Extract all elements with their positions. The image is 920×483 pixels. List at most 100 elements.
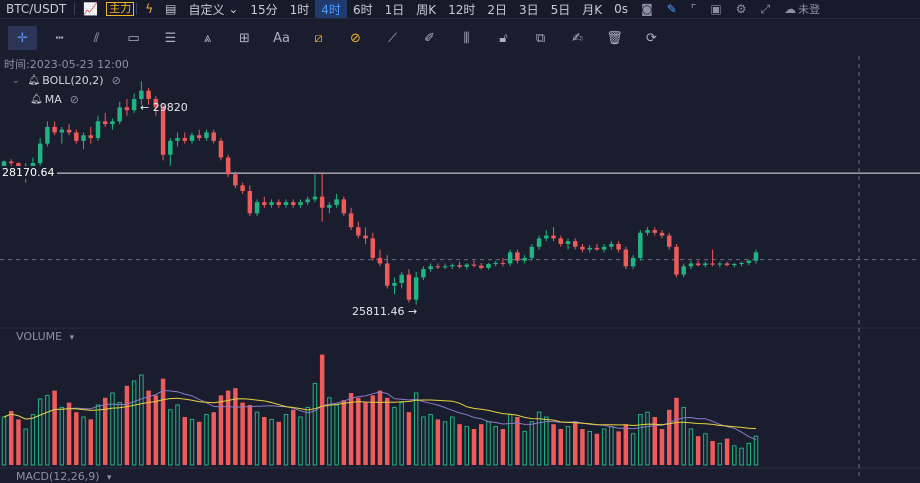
candle-tool-icon[interactable]: ⫼ [463, 30, 470, 46]
candle-body [196, 135, 202, 139]
indicator-boll[interactable]: ⌄ 🔔︎ BOLL(20,2) ⊘ [12, 74, 121, 87]
interval-0s[interactable]: 0s [614, 2, 629, 16]
interval-1h[interactable]: 1时 [289, 2, 310, 17]
horizontal-line-tool-icon[interactable]: ┅ [55, 30, 64, 46]
candle-body [348, 213, 354, 228]
fullscreen-icon[interactable]: ⌜ [690, 2, 697, 16]
volume-bar [666, 409, 672, 465]
calendar-icon[interactable]: ▤ [165, 2, 177, 16]
link-tool-icon[interactable]: ⟳ [646, 30, 657, 46]
interval-12h[interactable]: 12时 [448, 2, 476, 17]
crosshair-tool-icon[interactable]: ✛ [8, 26, 37, 50]
pattern-tool-icon[interactable]: ⩓ [203, 30, 212, 46]
volume-bar [240, 402, 245, 465]
candle-body [131, 99, 137, 111]
parallel-lines-tool-icon[interactable]: ☰ [164, 30, 177, 46]
settings-icon[interactable]: ⚙ [735, 2, 747, 16]
candle-body [139, 90, 144, 100]
chevron-down-icon[interactable]: ⌄ [12, 75, 20, 86]
volume-bar [384, 397, 390, 465]
volume-bar [225, 390, 231, 465]
main-force-badge[interactable]: 主力 [106, 2, 135, 16]
trend-line-tool-icon[interactable]: ⫽ [93, 30, 100, 46]
drawing-toolbar: ✛ ┅ ⫽ ▭ ☰ ⩓ ⊞ Aa ⧄ ⊘ ⟋ ✐ ⫼ 🔓︎ ⧉ ✍ 🗑︎ ⟳ [0, 22, 920, 54]
indicator-ma[interactable]: 🔔︎ MA ⊘ [30, 93, 79, 106]
interval-1w[interactable]: 周K [416, 2, 437, 17]
volume-bar [630, 433, 636, 466]
magnet-tool-icon[interactable]: ⊘ [350, 30, 361, 46]
interval-4h[interactable]: 4时 [315, 0, 347, 18]
volume-bar [81, 416, 86, 466]
custom-interval-dropdown[interactable]: 自定义 ⌄ [188, 2, 239, 17]
eye-off-icon[interactable]: ⊘ [111, 74, 121, 87]
candle-body [515, 252, 520, 261]
macd-title[interactable]: MACD(12,26,9) ▾ [16, 470, 112, 483]
caret-down-icon[interactable]: ▾ [69, 333, 75, 343]
volume-bar [37, 398, 43, 466]
camera-icon[interactable]: ◙ [641, 2, 653, 16]
candle-body [739, 262, 744, 265]
candle-body [630, 257, 636, 267]
candle-body [204, 132, 209, 139]
volume-bar [558, 429, 564, 465]
volume-bar [471, 429, 477, 465]
measure-tool-icon[interactable]: ⊞ [239, 30, 250, 46]
interval-15m[interactable]: 15分 [250, 2, 278, 17]
cloud-icon[interactable]: ☁ 未登 [784, 2, 821, 16]
candle-body [341, 199, 347, 214]
text-tool-icon[interactable]: Aa [273, 30, 290, 46]
rectangle-tool-icon[interactable]: ▭ [127, 30, 140, 46]
candle-body [392, 282, 397, 286]
candle-body [74, 132, 79, 141]
interval-2d[interactable]: 2日 [487, 2, 508, 17]
login-status[interactable]: 未登 [798, 3, 821, 16]
volume-bar [457, 424, 462, 465]
indicator-label: MA [44, 93, 62, 106]
volume-bar [551, 424, 556, 465]
pair-selector[interactable]: BTC/USDT [6, 2, 67, 16]
expand-icon[interactable]: ⤢ [760, 1, 771, 16]
volume-title[interactable]: VOLUME ▾ [16, 330, 75, 343]
candle-body [587, 247, 592, 250]
candle-body [146, 90, 151, 100]
delete-tool-icon[interactable]: 🗑︎ [606, 30, 623, 46]
bell-icon[interactable]: 🔔︎ [30, 94, 43, 105]
bell-icon[interactable]: 🔔︎ [27, 75, 41, 86]
fib-tool-icon[interactable]: ⧄ [314, 30, 323, 46]
lock-tool-icon[interactable]: 🔓︎ [499, 30, 508, 46]
ruler-tool-icon[interactable]: ⟋ [387, 30, 398, 46]
save-icon[interactable]: ▣ [710, 2, 722, 16]
chart-type-icon[interactable]: 📈 [83, 2, 99, 16]
volume-bar [587, 430, 592, 466]
volume-bar [645, 411, 650, 466]
interval-5d[interactable]: 5日 [550, 2, 571, 17]
candle-body [81, 135, 86, 141]
pen-icon[interactable]: ✎ [666, 2, 677, 16]
candle-body [327, 204, 332, 208]
eye-off-icon[interactable]: ⊘ [69, 93, 79, 106]
interval-1m[interactable]: 月K [582, 2, 603, 17]
lightning-icon[interactable]: ϟ [145, 2, 154, 16]
candle-body [124, 107, 130, 111]
volume-bar [493, 426, 498, 466]
brush-tool-icon[interactable]: ✐ [424, 30, 435, 46]
volume-bar [341, 400, 347, 465]
volume-bar [732, 445, 737, 466]
volume-bar [88, 419, 94, 465]
caret-down-icon[interactable]: ▾ [107, 473, 112, 483]
edit-tool-icon[interactable]: ✍ [572, 30, 583, 46]
high-marker: ← 29820 [140, 101, 188, 114]
candle-body [486, 264, 491, 268]
candle-body [623, 249, 629, 267]
candle-body [356, 227, 361, 236]
volume-bar [52, 390, 57, 465]
candle-body [102, 121, 108, 125]
volume-bar [565, 426, 571, 466]
candle-body [283, 202, 289, 205]
candle-body [450, 265, 455, 267]
layers-tool-icon[interactable]: ⧉ [535, 30, 546, 46]
interval-3d[interactable]: 3日 [519, 2, 539, 17]
interval-1d[interactable]: 1日 [384, 2, 405, 17]
interval-6h[interactable]: 6时 [352, 2, 373, 17]
